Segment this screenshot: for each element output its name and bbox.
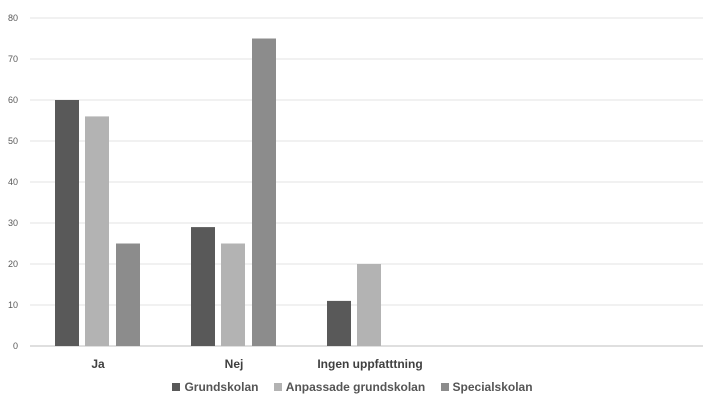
gridlines: [30, 17, 703, 347]
legend-item-grundskolan: Grundskolan: [172, 380, 258, 394]
y-tick-label-20: 20: [8, 259, 18, 269]
legend-swatch-grundskolan: [172, 383, 181, 391]
legend-item-specialskolan: Specialskolan: [440, 380, 533, 394]
y-tick-label-50: 50: [8, 136, 18, 146]
legend-label-anpassade-grundskolan: Anpassade grundskolan: [285, 380, 426, 394]
y-axis-tick-labels: 0 10 20 30 40 50 60 70 80: [8, 13, 18, 351]
bar-grundskolan-ingen-uppfatttning: [327, 300, 351, 346]
x-category-label-ja: Ja: [91, 357, 105, 371]
y-tick-label-10: 10: [8, 300, 18, 310]
legend-label-specialskolan: Specialskolan: [452, 380, 533, 394]
y-tick-label-60: 60: [8, 95, 18, 105]
bar-specialskolan-ja: [116, 243, 140, 346]
x-category-label-nej: Nej: [225, 357, 244, 371]
x-category-label-ingen-uppfatttning: Ingen uppfatttning: [317, 357, 422, 371]
y-tick-label-0: 0: [13, 341, 18, 351]
legend-swatch-anpassade-grundskolan: [273, 383, 282, 391]
bar-anpassade-grundskolan-nej: [221, 243, 245, 346]
bar-grundskolan-ja: [55, 100, 79, 346]
legend-swatch-specialskolan: [440, 383, 449, 391]
bar-grundskolan-nej: [191, 227, 215, 346]
bars: [55, 38, 381, 347]
legend: Grundskolan Anpassade grundskolan Specia…: [0, 380, 705, 394]
legend-item-anpassade-grundskolan: Anpassade grundskolan: [273, 380, 426, 394]
y-tick-label-80: 80: [8, 13, 18, 23]
y-tick-label-30: 30: [8, 218, 18, 228]
x-axis-category-labels: Ja Nej Ingen uppfatttning: [91, 357, 422, 371]
bar-anpassade-grundskolan-ingen-uppfatttning: [357, 264, 381, 346]
bar-anpassade-grundskolan-ja: [85, 116, 109, 347]
legend-label-grundskolan: Grundskolan: [184, 380, 259, 394]
y-tick-label-40: 40: [8, 177, 18, 187]
y-tick-label-70: 70: [8, 54, 18, 64]
bar-specialskolan-nej: [252, 38, 276, 346]
